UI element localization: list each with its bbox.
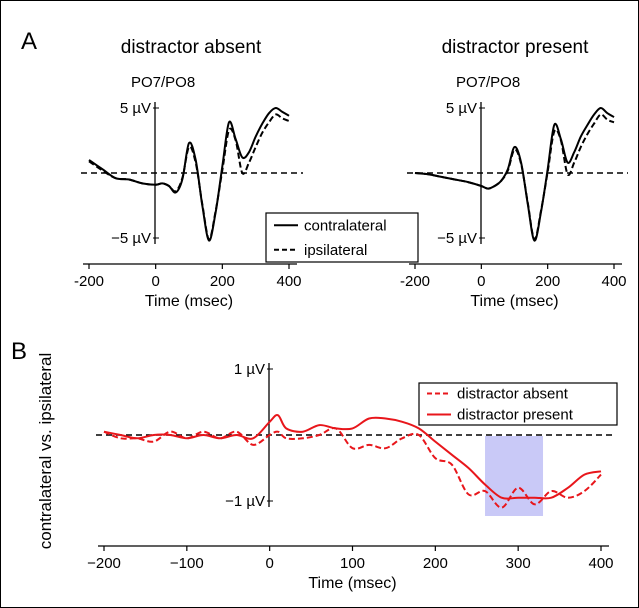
chart2-y-tick-bottom: −5 µV xyxy=(437,230,477,247)
chart1-y-tick-bottom: −5 µV xyxy=(111,230,151,247)
chart2-x-tick-2: 200 xyxy=(535,273,560,290)
chart3-legend-label-1: distractor present xyxy=(457,407,574,424)
chart3-x-tick-4: 200 xyxy=(423,555,448,572)
chart2-x-tick-3: 400 xyxy=(601,273,626,290)
chart2-electrode-label: PO7/PO8 xyxy=(456,74,520,91)
chart1-x-tick-2: 200 xyxy=(210,273,235,290)
chart3-series-distractor-present xyxy=(103,414,602,500)
chart1-title: distractor absent xyxy=(121,37,262,58)
chart3-x-tick-0: −200 xyxy=(87,555,121,572)
chart2-x-tick-1: 0 xyxy=(477,273,485,290)
chart3-y-label: contralateral vs. ipsilateral xyxy=(36,353,55,550)
chart3-x-tick-6: 400 xyxy=(588,555,613,572)
chart2-y-tick-top: 5 µV xyxy=(446,100,477,117)
chart3-legend: distractor absent distractor present xyxy=(418,382,618,426)
chart2-series-contralateral xyxy=(414,107,615,242)
chart1: distractor absent PO7/PO8 5 µV −5 µV -200 0 20… xyxy=(74,37,419,310)
chart3-x-label: Time (msec) xyxy=(308,575,396,592)
chart2: distractor present PO7/PO8 5 µV −5 µV -200 0 2… xyxy=(400,37,628,310)
chart1-x-tick-1: 0 xyxy=(151,273,159,290)
chart1-x-label: Time (msec) xyxy=(145,293,233,310)
chart3-legend-box xyxy=(418,382,618,426)
chart1-legend: contralateral ipsilateral xyxy=(265,212,419,263)
plots-layer: distractor absent PO7/PO8 5 µV −5 µV -200 0 20… xyxy=(36,37,628,592)
chart3-shaded-interval xyxy=(485,436,544,516)
chart1-electrode-label: PO7/PO8 xyxy=(131,74,195,91)
chart3-legend-label-0: distractor absent xyxy=(457,386,569,403)
chart1-legend-box xyxy=(265,212,419,263)
chart2-x-label: Time (msec) xyxy=(470,293,558,310)
chart1-series-contralateral xyxy=(88,107,290,242)
panel-b-letter: B xyxy=(11,338,27,365)
chart3-x-tick-3: 100 xyxy=(340,555,365,572)
chart1-y-tick-top: 5 µV xyxy=(120,100,151,117)
chart3-x-tick-2: 0 xyxy=(265,555,273,572)
chart1-x-tick-3: 400 xyxy=(276,273,301,290)
chart1-legend-label-1: ipsilateral xyxy=(304,242,367,259)
panel-a-letter: A xyxy=(21,28,37,55)
chart1-legend-label-0: contralateral xyxy=(304,217,387,234)
chart1-x-tick-0: -200 xyxy=(74,273,104,290)
chart1-series-ipsilateral xyxy=(88,113,290,241)
chart3-y-tick-top: 1 µV xyxy=(234,361,265,378)
chart2-title: distractor present xyxy=(442,37,590,58)
chart3-x-tick-5: 300 xyxy=(506,555,531,572)
chart3-y-tick-bottom: −1 µV xyxy=(225,493,265,510)
chart3-x-tick-1: −100 xyxy=(170,555,204,572)
chart2-series-ipsilateral xyxy=(414,113,615,241)
chart2-x-tick-0: -200 xyxy=(400,273,430,290)
chart3: 1 µV −1 µV −200 −100 0 100 200 300 400 Time (msec… xyxy=(36,353,618,592)
